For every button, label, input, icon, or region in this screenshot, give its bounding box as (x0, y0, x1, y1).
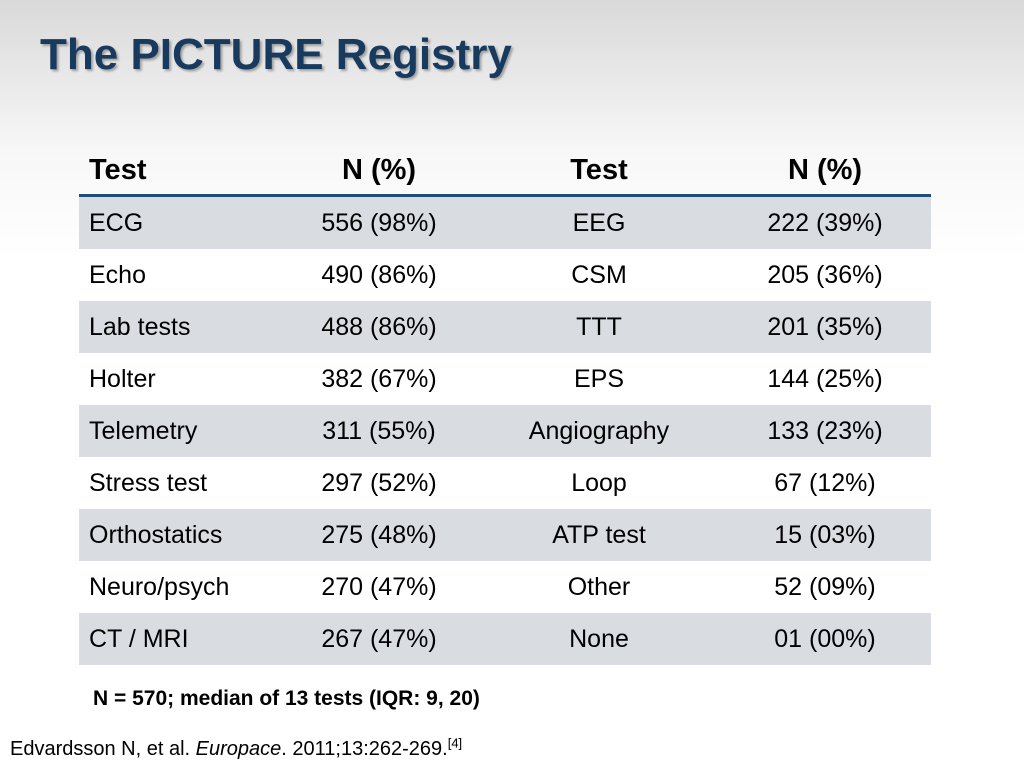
cell-test: Orthostatics (79, 509, 279, 561)
citation: Edvardsson N, et al. Europace. 2011;13:2… (10, 735, 463, 761)
cell-count: 133 (23%) (719, 405, 931, 457)
cell-test: CT / MRI (79, 613, 279, 665)
cell-test: CSM (571, 260, 627, 289)
cell-count: 15 (03%) (719, 509, 931, 561)
table-row: Telemetry 311 (55%) Angiography 133 (23%… (79, 405, 931, 457)
table-row: Orthostatics 275 (48%) ATP test 15 (03%) (79, 509, 931, 561)
cell-count: 144 (25%) (767, 364, 883, 393)
table-row: ECG 556 (98%) EEG 222 (39%) (79, 195, 931, 249)
cell-test: ATP test (479, 509, 719, 561)
cell-count: 556 (98%) (279, 195, 479, 249)
cell-count: 205 (36%) (767, 260, 883, 289)
cell-count: 275 (48%) (279, 509, 479, 561)
header-n-percent-left: N (%) (279, 146, 479, 197)
cell-test: TTT (479, 301, 719, 353)
cell-count: 270 (47%) (321, 572, 437, 601)
cell-test: Other (567, 572, 631, 601)
cell-count: 201 (35%) (719, 301, 931, 353)
cell-test: Angiography (479, 405, 719, 457)
table-row: CT / MRI 267 (47%) None 01 (00%) (79, 613, 931, 665)
header-test-left: Test (79, 146, 279, 197)
cell-test: ECG (79, 195, 279, 249)
cell-count: 01 (00%) (719, 613, 931, 665)
cell-test: Holter (89, 364, 156, 393)
cell-count: 222 (39%) (719, 195, 931, 249)
header-n-percent-right: N (%) (719, 146, 931, 197)
cell-count: 382 (67%) (321, 364, 437, 393)
cell-test: Telemetry (79, 405, 279, 457)
cell-count: 488 (86%) (279, 301, 479, 353)
cell-count: 267 (47%) (279, 613, 479, 665)
table-row: Lab tests 488 (86%) TTT 201 (35%) (79, 301, 931, 353)
citation-journal: Europace (195, 738, 282, 760)
cell-test: Lab tests (79, 301, 279, 353)
header-test-right: Test (479, 146, 719, 197)
cell-count: 490 (86%) (321, 260, 437, 289)
cell-count: 52 (09%) (774, 572, 876, 601)
cell-test: Echo (89, 260, 146, 289)
table-row: Stress test 297 (52%) Loop 67 (12%) (79, 457, 931, 509)
cell-test: Neuro/psych (89, 572, 230, 601)
cell-test: Stress test (89, 468, 208, 497)
cell-count: 311 (55%) (279, 405, 479, 457)
table-row: Echo 490 (86%) CSM 205 (36%) (79, 249, 931, 301)
cell-test: Loop (571, 468, 627, 497)
cell-test: EPS (573, 364, 625, 393)
tests-table: Test N (%) Test N (%) ECG 556 (98%) EEG … (79, 146, 931, 665)
cell-test: None (479, 613, 719, 665)
slide-title: The PICTURE Registry (40, 30, 512, 79)
citation-reference-number: [4] (447, 735, 463, 751)
table-row: Holter 382 (67%) EPS 144 (25%) (79, 353, 931, 405)
cell-count: 67 (12%) (774, 468, 876, 497)
citation-authors: Edvardsson N, et al. (10, 738, 196, 760)
table-row: Neuro/psych 270 (47%) Other 52 (09%) (79, 561, 931, 613)
table-header-row: Test N (%) Test N (%) (79, 146, 931, 197)
citation-details: . 2011;13:262-269. (281, 738, 448, 760)
cell-test: EEG (479, 195, 719, 249)
cell-count: 297 (52%) (321, 468, 437, 497)
summary-note: N = 570; median of 13 tests (IQR: 9, 20) (93, 687, 480, 710)
